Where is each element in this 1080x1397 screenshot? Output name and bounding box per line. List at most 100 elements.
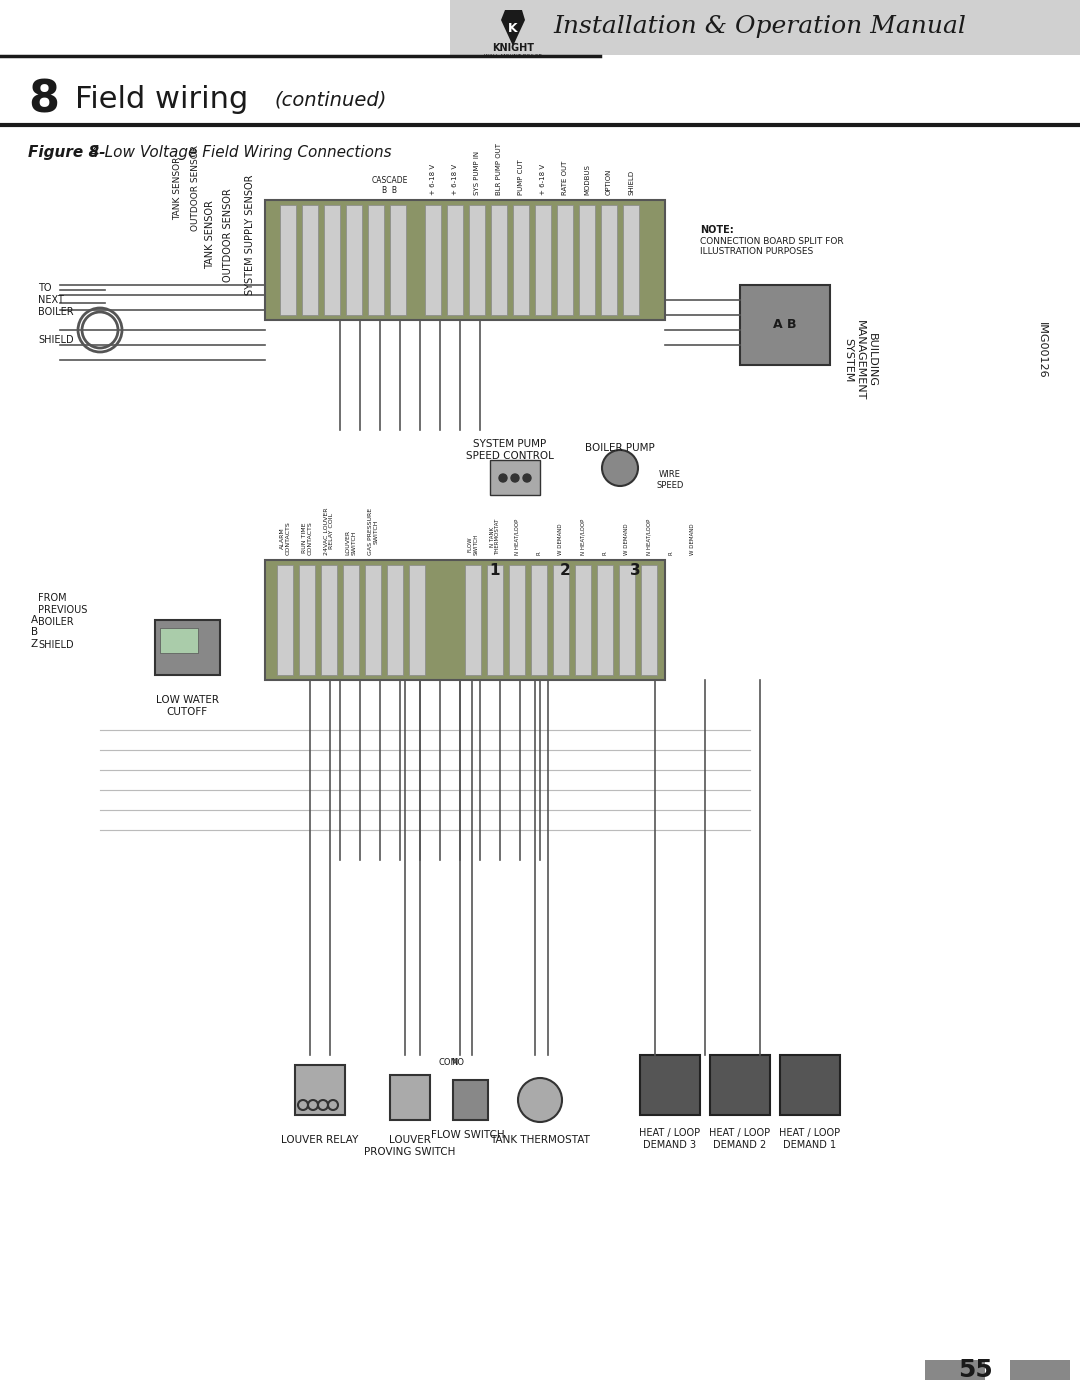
Text: WALL MOUNT BOILER: WALL MOUNT BOILER — [484, 54, 542, 60]
Text: Installation & Operation Manual: Installation & Operation Manual — [554, 15, 967, 39]
Text: OPTION: OPTION — [606, 169, 612, 196]
Circle shape — [602, 450, 638, 486]
Text: SHIELD: SHIELD — [627, 170, 634, 196]
Text: COM: COM — [438, 1058, 458, 1067]
Text: TO
NEXT
BOILER: TO NEXT BOILER — [38, 284, 73, 317]
Bar — [491, 205, 507, 314]
Bar — [600, 205, 617, 314]
Bar — [487, 564, 503, 675]
Text: FLOW SWITCH: FLOW SWITCH — [431, 1130, 504, 1140]
Bar — [490, 460, 540, 495]
Bar — [343, 564, 359, 675]
Text: CASCADE
B  B: CASCADE B B — [372, 176, 408, 196]
Bar — [302, 205, 318, 314]
Bar — [453, 1080, 488, 1120]
Bar — [280, 205, 296, 314]
Bar — [553, 564, 569, 675]
Text: SHIELD: SHIELD — [38, 335, 73, 345]
Text: (continued): (continued) — [275, 91, 388, 109]
Text: B: B — [31, 627, 38, 637]
Text: FROM
PREVIOUS
BOILER: FROM PREVIOUS BOILER — [38, 594, 87, 627]
Text: N HEAT/LOOP: N HEAT/LOOP — [647, 518, 651, 555]
Text: N HEAT/LOOP: N HEAT/LOOP — [581, 518, 585, 555]
Bar — [557, 205, 573, 314]
Circle shape — [518, 1078, 562, 1122]
Bar — [619, 564, 635, 675]
Text: OUTDOOR SENSOR: OUTDOOR SENSOR — [191, 145, 201, 231]
Bar — [710, 1055, 770, 1115]
Text: BUILDING
MANAGEMENT
SYSTEM: BUILDING MANAGEMENT SYSTEM — [843, 320, 877, 400]
Text: W DEMAND: W DEMAND — [690, 524, 696, 555]
Bar — [324, 205, 340, 314]
Text: MODBUS: MODBUS — [584, 163, 590, 196]
Text: 8: 8 — [28, 78, 59, 122]
Bar — [924, 1361, 985, 1380]
Bar — [623, 205, 639, 314]
Text: ALARM
CONTACTS: ALARM CONTACTS — [280, 521, 291, 555]
Bar — [740, 285, 831, 365]
Text: PUMP CUT: PUMP CUT — [518, 159, 524, 196]
Bar — [642, 564, 657, 675]
Text: R: R — [603, 552, 607, 555]
Bar — [469, 205, 485, 314]
Bar — [160, 629, 198, 652]
Text: K: K — [509, 21, 517, 35]
Text: TANK SENSOR: TANK SENSOR — [174, 156, 183, 219]
Bar — [265, 560, 665, 680]
Bar — [531, 564, 546, 675]
Bar — [265, 200, 665, 320]
Text: 4 Low Voltage Field Wiring Connections: 4 Low Voltage Field Wiring Connections — [90, 144, 392, 159]
Bar — [465, 564, 481, 675]
Text: SYSTEM SUPPLY SENSOR: SYSTEM SUPPLY SENSOR — [245, 175, 255, 295]
Text: + 6-18 V: + 6-18 V — [430, 163, 436, 196]
Circle shape — [523, 474, 531, 482]
Text: SHIELD: SHIELD — [38, 640, 73, 650]
Text: LOUVER RELAY: LOUVER RELAY — [281, 1134, 359, 1146]
Text: RUN TIME
CONTACTS: RUN TIME CONTACTS — [301, 521, 312, 555]
Text: 55: 55 — [958, 1358, 993, 1382]
Text: 24VAC LOUVER
RELAY COIL: 24VAC LOUVER RELAY COIL — [324, 507, 335, 555]
Text: NO: NO — [451, 1058, 464, 1067]
Polygon shape — [501, 10, 525, 46]
Bar — [365, 564, 381, 675]
Text: CONNECTION BOARD SPLIT FOR
ILLUSTRATION PURPOSES: CONNECTION BOARD SPLIT FOR ILLUSTRATION … — [700, 237, 843, 257]
Bar — [450, 0, 1080, 54]
Text: HEAT / LOOP
DEMAND 2: HEAT / LOOP DEMAND 2 — [710, 1127, 770, 1150]
Bar — [390, 1076, 430, 1120]
Text: OUTDOOR SENSOR: OUTDOOR SENSOR — [222, 189, 233, 282]
Bar — [579, 205, 595, 314]
Text: A B: A B — [773, 319, 797, 331]
Text: WIRE
SPEED: WIRE SPEED — [657, 471, 684, 490]
Bar — [426, 205, 441, 314]
Text: SYS PUMP IN: SYS PUMP IN — [474, 151, 480, 196]
Text: + 6-18 V: + 6-18 V — [453, 163, 458, 196]
Bar — [575, 564, 591, 675]
Text: R: R — [669, 552, 674, 555]
Bar — [321, 564, 337, 675]
Bar — [447, 205, 463, 314]
Bar — [276, 564, 293, 675]
Circle shape — [499, 474, 507, 482]
Text: TANK THERMOSTAT: TANK THERMOSTAT — [490, 1134, 590, 1146]
Text: Field wiring: Field wiring — [75, 85, 248, 115]
Bar — [387, 564, 403, 675]
Bar — [346, 205, 362, 314]
Bar — [156, 620, 220, 675]
Text: + 6-18 V: + 6-18 V — [540, 163, 546, 196]
Text: TANK SENSOR: TANK SENSOR — [205, 201, 215, 270]
Bar — [1010, 1361, 1070, 1380]
Text: BOILER PUMP: BOILER PUMP — [585, 443, 654, 453]
Text: IMG00126: IMG00126 — [1037, 321, 1047, 379]
Bar — [390, 205, 406, 314]
Text: NOTE:: NOTE: — [700, 225, 733, 235]
Text: 3: 3 — [630, 563, 640, 578]
Text: HEAT / LOOP
DEMAND 1: HEAT / LOOP DEMAND 1 — [780, 1127, 840, 1150]
Circle shape — [511, 474, 519, 482]
Text: R: R — [537, 552, 541, 555]
Bar — [640, 1055, 700, 1115]
Text: N HEAT/LOOP: N HEAT/LOOP — [514, 518, 519, 555]
Text: Figure 8-: Figure 8- — [28, 144, 106, 159]
Bar — [535, 205, 551, 314]
Bar — [513, 205, 529, 314]
Text: A: A — [31, 615, 38, 624]
